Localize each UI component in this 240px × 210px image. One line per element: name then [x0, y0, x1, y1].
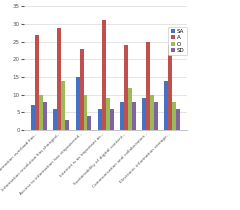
Bar — [66, 119, 69, 130]
Bar — [150, 95, 154, 130]
Legend: SA, A, O, SD: SA, A, O, SD — [168, 27, 187, 55]
Bar — [31, 105, 35, 130]
Bar — [79, 49, 84, 130]
Bar — [98, 109, 102, 130]
Bar — [132, 102, 136, 130]
Bar — [120, 102, 124, 130]
Bar — [76, 77, 79, 130]
Bar — [176, 109, 180, 130]
Bar — [110, 109, 114, 130]
Bar — [168, 45, 172, 130]
Bar — [106, 98, 110, 130]
Bar — [124, 45, 128, 130]
Bar — [128, 88, 132, 130]
Bar — [57, 28, 61, 130]
Bar — [172, 102, 176, 130]
Bar — [146, 42, 150, 130]
Bar — [39, 95, 43, 130]
Bar — [43, 102, 47, 130]
Bar — [84, 95, 88, 130]
Bar — [164, 81, 168, 130]
Bar — [142, 98, 146, 130]
Bar — [61, 81, 66, 130]
Bar — [102, 20, 106, 130]
Bar — [154, 102, 158, 130]
Bar — [88, 116, 91, 130]
Bar — [54, 109, 57, 130]
Bar — [35, 35, 39, 130]
